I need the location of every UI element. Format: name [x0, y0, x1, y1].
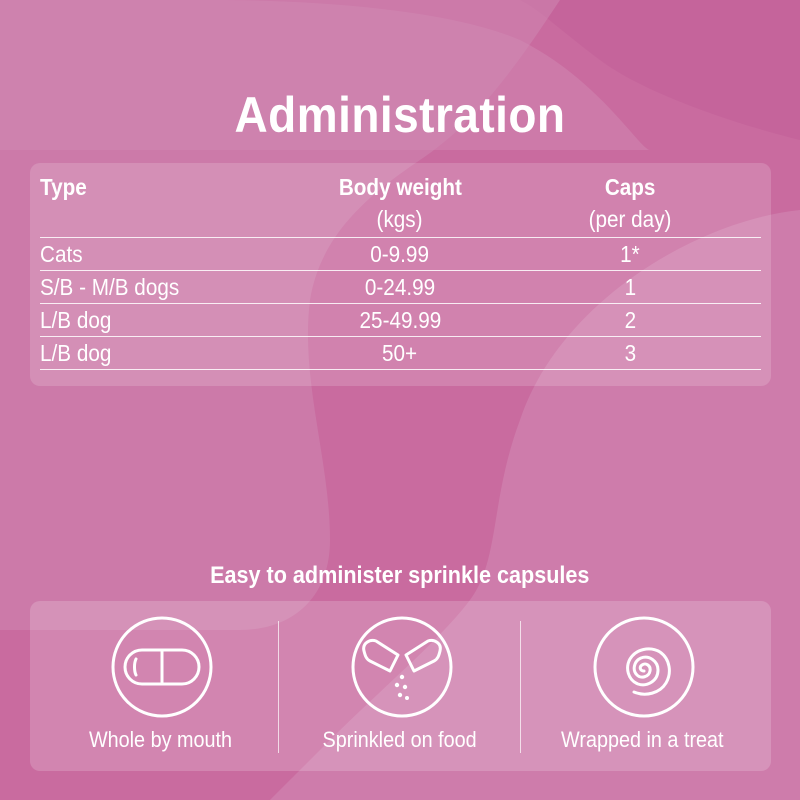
- table-divider: [40, 270, 761, 271]
- table-header-row: Type Body weight Caps: [40, 171, 762, 204]
- method-sprinkled-on-food: Sprinkled on food: [280, 601, 520, 771]
- row-caps: 1*: [620, 241, 640, 267]
- dosage-table: Type Body weight Caps (kgs) (per day) Ca…: [30, 163, 771, 386]
- open-capsule-icon: [351, 616, 453, 718]
- row-weight: 25-49.99: [359, 307, 441, 333]
- page-title: Administration: [234, 87, 566, 143]
- capsule-icon: [111, 616, 213, 718]
- table-row: Cats 0-9.99 1*: [40, 238, 762, 271]
- row-caps: 1: [624, 274, 636, 300]
- method-divider: [278, 621, 279, 753]
- spiral-icon: [593, 616, 695, 718]
- method-label: Wrapped in a treat: [560, 727, 724, 752]
- header-caps-unit: (per day): [588, 206, 672, 232]
- row-type: Cats: [40, 241, 83, 267]
- table-row: S/B - M/B dogs 0-24.99 1: [40, 271, 762, 304]
- row-weight: 0-24.99: [364, 274, 436, 300]
- table-divider: [40, 336, 761, 337]
- administration-methods-panel: Whole by mouth Sprinkled on food Wrapped…: [30, 601, 771, 771]
- row-type: L/B dog: [40, 307, 112, 333]
- header-caps: Caps: [604, 174, 656, 200]
- row-caps: 3: [624, 340, 636, 366]
- method-label: Sprinkled on food: [322, 727, 478, 752]
- table-divider: [40, 303, 761, 304]
- method-wrapped-in-treat: Wrapped in a treat: [522, 601, 762, 771]
- header-weight-unit: (kgs): [376, 206, 424, 232]
- table-header-units-row: (kgs) (per day): [40, 203, 762, 236]
- method-label: Whole by mouth: [88, 727, 232, 752]
- row-caps: 2: [624, 307, 636, 333]
- method-whole-by-mouth: Whole by mouth: [40, 601, 280, 771]
- header-body-weight: Body weight: [338, 174, 462, 200]
- row-weight: 50+: [382, 340, 418, 366]
- row-type: S/B - M/B dogs: [40, 274, 180, 300]
- method-divider: [520, 621, 521, 753]
- table-row: L/B dog 50+ 3: [40, 337, 762, 370]
- table-row: L/B dog 25-49.99 2: [40, 304, 762, 337]
- methods-subtitle-text: Easy to administer sprinkle capsules: [210, 562, 590, 589]
- header-type: Type: [40, 174, 87, 200]
- methods-subtitle: Easy to administer sprinkle capsules: [0, 562, 800, 590]
- row-weight: 0-9.99: [370, 241, 430, 267]
- table-divider: [40, 369, 761, 370]
- row-type: L/B dog: [40, 340, 112, 366]
- table-divider: [40, 237, 761, 238]
